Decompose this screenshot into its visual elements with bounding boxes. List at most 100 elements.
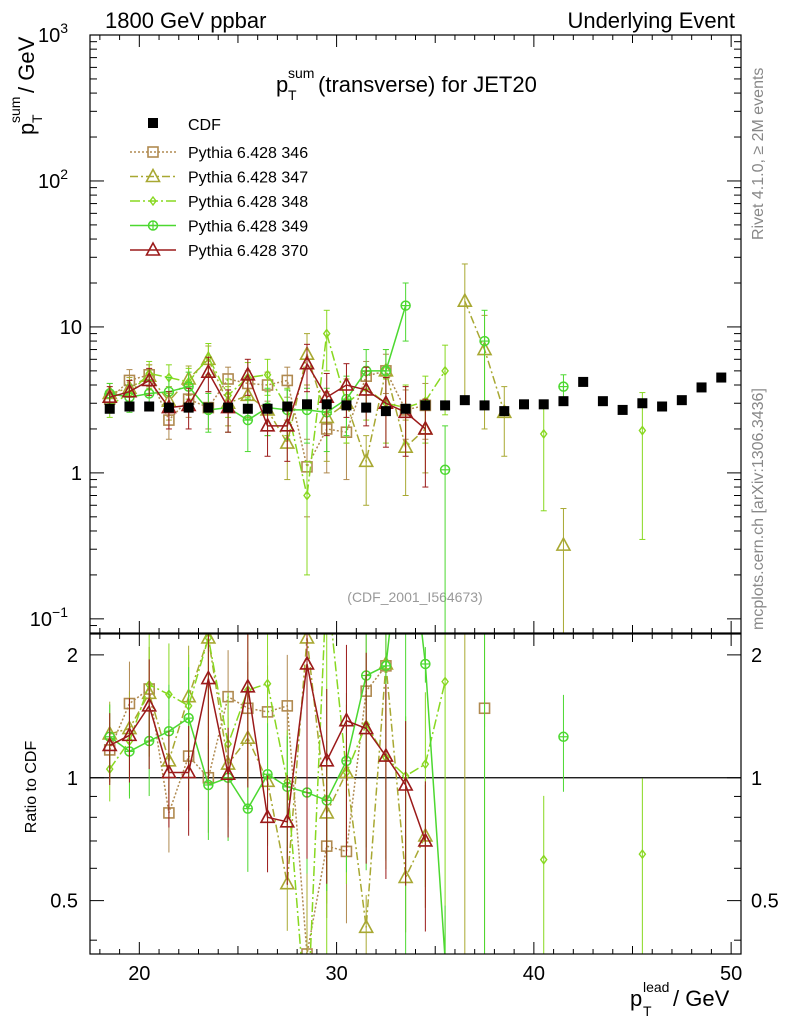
cdf-point [597,396,608,407]
series-pythia-6-428-370-ratio-point [161,763,177,779]
ratio-y-label: Ratio to CDF [23,741,40,834]
data-layer [104,372,727,417]
title-p: p [276,72,288,97]
legend-label-cdf: CDF [188,117,221,134]
cdf-point [578,376,589,387]
y-tick-label: 10−1 [30,604,68,631]
cdf-point [459,395,470,406]
y-tick-exponent: 2 [60,166,68,182]
series-pythia-6-428-348-point [322,328,331,339]
series-pythia-6-428-370-point [358,381,375,396]
cdf-point [637,398,648,409]
header-left: 1800 GeV ppbar [105,8,266,33]
series-pythia-6-428-370-ratio-point [299,655,315,670]
series-pythia-6-428-347-point [456,292,473,308]
series-pythia-6-428-348-ratio-point [263,678,272,689]
legend-label-series-pythia-6-428-348: Pythia 6.428 348 [188,194,308,211]
cdf-point [203,402,214,413]
x-tick-label: 50 [720,963,742,985]
series-pythia-6-428-349-ratio-point [203,779,214,791]
cdf-point [242,403,253,414]
ratio-frame [89,633,742,955]
legend-entry-series-pythia-6-428-346: Pythia 6.428 346 [130,145,308,162]
cdf-point [223,402,234,413]
cdf-point [440,400,451,411]
series-pythia-6-428-347-ratio-point [279,875,296,890]
series-pythia-6-428-349-point [479,335,490,347]
series-pythia-6-428-349-point [242,414,254,426]
title-sup: sum [288,65,314,81]
series-pythia-6-428-349-point [439,464,451,476]
series-pythia-6-428-370-point [417,420,434,435]
cdf-point [302,399,312,410]
legend-label-series-pythia-6-428-347: Pythia 6.428 347 [188,170,308,187]
series-pythia-6-428-349-ratio-point [420,658,431,670]
title-sub: T [288,87,297,103]
series-pythia-6-428-349-ratio-point [183,712,194,724]
y-tick-label: 1 [71,463,82,485]
cdf-point [617,404,628,415]
y-tick-label: 103 [38,20,68,47]
series-pythia-6-428-370-point [200,363,217,378]
cdf-point [400,403,411,414]
series-pythia-6-428-348-point [303,490,311,501]
series-pythia-6-428-370-ratio-point [358,719,375,735]
cdf-point [361,402,372,413]
analysis-watermark: (CDF_2001_I564673) [347,589,482,605]
legend-marker-series-pythia-6-428-346 [147,146,159,158]
legend-marker-series-pythia-6-428-347 [145,167,161,183]
xlabel-sup: lead [643,979,669,995]
series-pythia-6-428-347-point [555,536,572,551]
legend-marker-series-pythia-6-428-348 [149,195,157,207]
series-pythia-6-428-370-ratio-point [101,736,118,752]
rivet-label: Rivet 4.1.0, ≥ 2M events [750,68,767,240]
cdf-point [420,400,431,411]
mcplots-label: mcplots.cern.ch [arXiv:1306.3436] [750,388,767,630]
ylabel-rest: / GeV [14,36,39,93]
y-tick-label: 10 [60,317,82,339]
legend-marker-series-pythia-6-428-349 [147,220,159,231]
cdf-point [696,382,707,393]
series-pythia-6-428-370-point [299,355,315,370]
title-rest: (transverse) for JET20 [318,72,537,97]
series-pythia-6-428-370-point [101,388,118,404]
ratio-tick-label: 0.5 [50,891,78,913]
series-pythia-6-428-349-point [558,381,569,392]
xlabel-rest: / GeV [673,986,730,1011]
series-pythia-6-428-347-ratio-point [358,918,375,934]
legend: CDF Pythia 6.428 346 Pythia 6.428 347 Pyth… [130,117,308,260]
series-pythia-6-428-348-ratio-line [109,634,446,954]
ratio-tick-label-right: 1 [751,768,762,790]
x-axis-label: p lead T / GeV [630,979,730,1019]
ratio-tick-label-right: 2 [751,645,762,667]
cdf-point [282,401,293,412]
cdf-point [558,396,569,407]
series-pythia-6-428-349-point [380,365,392,377]
cdf-point [163,402,174,413]
y-tick-exponent: −1 [52,604,68,620]
series-pythia-6-428-370-point [338,376,355,391]
cdf-point [144,401,155,412]
series-pythia-6-428-348-point [638,425,647,436]
series-pythia-6-428-370-ratio-point [141,697,158,712]
cdf-point [183,402,194,413]
series-pythia-6-428-370-ratio-point [180,763,197,779]
series-pythia-6-428-347-ratio-point [458,493,471,505]
series-pythia-6-428-370-ratio-point [279,813,296,828]
series-pythia-6-428-370-ratio-point [200,669,217,685]
series-pythia-6-428-346-point [281,374,294,387]
x-tick-label: 40 [523,963,545,985]
legend-entry-series-pythia-6-428-370: Pythia 6.428 370 [130,241,308,260]
legend-marker-series-pythia-6-428-370 [145,241,161,256]
cdf-point [676,395,687,406]
plot-title: p sum T (transverse) for JET20 [276,65,537,103]
series-pythia-6-428-370-ratio-point [121,726,138,742]
series-pythia-6-428-349-ratio-point [380,660,392,672]
legend-label-series-pythia-6-428-349: Pythia 6.428 349 [188,219,308,236]
header-right: Underlying Event [567,8,735,33]
series-pythia-6-428-370-point [239,366,256,381]
x-tick-label: 30 [325,963,347,985]
cdf-point [341,400,352,411]
legend-entry-series-pythia-6-428-347: Pythia 6.428 347 [130,167,308,187]
cdf-point [104,403,115,414]
